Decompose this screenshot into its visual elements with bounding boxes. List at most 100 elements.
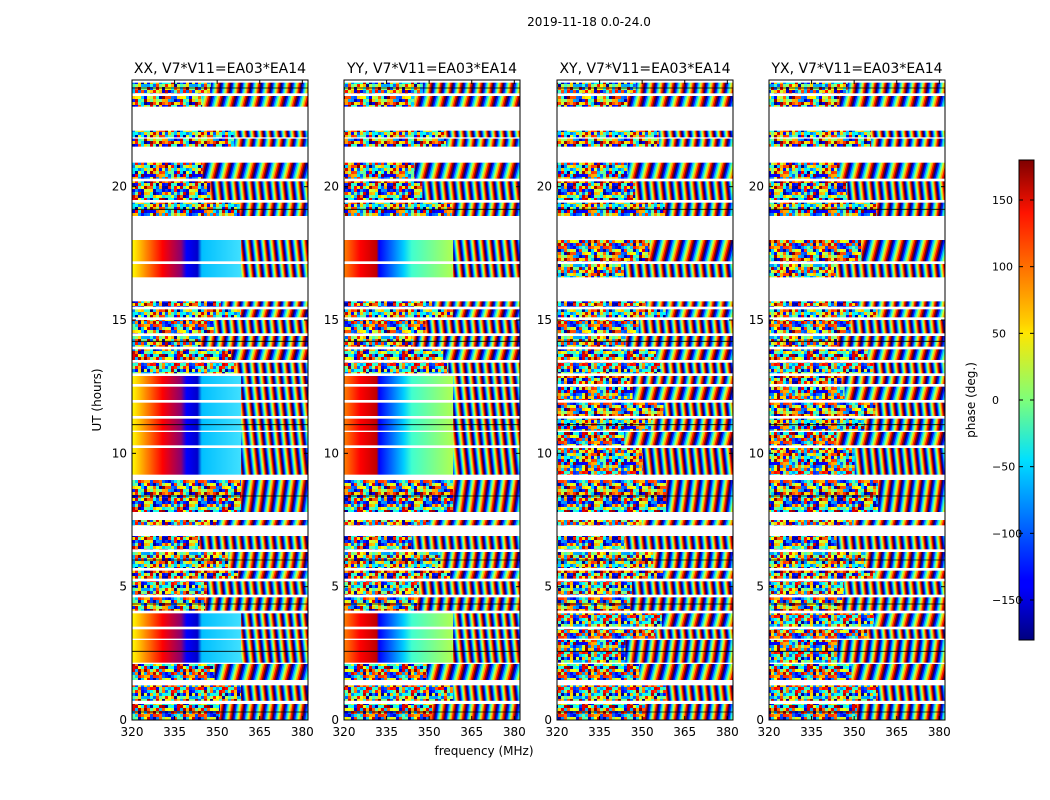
data-row	[132, 685, 308, 701]
data-row	[769, 362, 945, 374]
data-row	[132, 418, 308, 431]
y-tick-label: 15	[537, 313, 552, 327]
data-row	[132, 309, 308, 318]
data-row	[344, 349, 520, 360]
data-row	[132, 130, 308, 138]
data-row	[557, 613, 733, 627]
data-row	[344, 162, 520, 179]
x-tick-label: 320	[333, 725, 356, 739]
x-tick-label: 380	[716, 725, 739, 739]
data-row	[557, 301, 733, 307]
y-tick-label: 20	[537, 180, 552, 194]
data-row	[769, 320, 945, 334]
data-row	[344, 202, 520, 216]
data-row	[557, 336, 733, 347]
data-row	[344, 480, 520, 512]
data-row	[557, 264, 733, 278]
data-row	[557, 138, 733, 147]
y-tick-label: 20	[749, 180, 764, 194]
panel-title: YX, V7*V11=EA03*EA14	[770, 61, 942, 77]
x-tick-label: 320	[758, 725, 781, 739]
data-row	[557, 96, 733, 107]
data-row	[769, 162, 945, 179]
data-row	[557, 402, 733, 416]
x-axis-label: frequency (MHz)	[434, 744, 533, 758]
y-tick-label: 0	[119, 713, 127, 727]
figure-title: 2019-11-18 0.0-24.0	[527, 15, 651, 29]
data-row	[769, 581, 945, 595]
data-row	[132, 704, 308, 720]
data-row	[344, 432, 520, 446]
data-row	[557, 448, 733, 475]
data-row	[344, 597, 520, 611]
data-row	[557, 480, 733, 512]
data-row	[557, 685, 733, 701]
data-row	[557, 704, 733, 720]
data-row	[132, 82, 308, 94]
data-row	[557, 349, 733, 360]
data-row	[769, 704, 945, 720]
colorbar-tick-label: −150	[992, 594, 1022, 607]
x-tick-label: 320	[546, 725, 569, 739]
data-row	[344, 552, 520, 568]
x-tick-label: 380	[291, 725, 314, 739]
data-row	[132, 386, 308, 400]
axes-frame	[343, 79, 521, 721]
data-row	[132, 96, 308, 107]
data-row	[344, 570, 520, 579]
x-tick-label: 380	[928, 725, 951, 739]
x-tick-label: 335	[375, 725, 398, 739]
data-row	[557, 181, 733, 200]
data-row	[132, 402, 308, 416]
data-row	[769, 418, 945, 431]
panel-title: XY, V7*V11=EA03*EA14	[559, 61, 730, 77]
data-row	[557, 570, 733, 579]
y-tick-label: 15	[749, 313, 764, 327]
data-row	[557, 202, 733, 216]
colorbar-tick-label: 50	[992, 327, 1006, 340]
data-row	[769, 536, 945, 550]
data-row	[344, 320, 520, 334]
data-row	[132, 301, 308, 307]
data-row	[132, 597, 308, 611]
data-row	[344, 581, 520, 595]
colorbar-ticks: 150 100 50 0 −50 −100 −150	[992, 194, 1034, 607]
data-row	[557, 432, 733, 446]
data-row	[769, 138, 945, 147]
y-tick-label: 15	[324, 313, 339, 327]
data-row	[132, 570, 308, 579]
data-row	[769, 480, 945, 512]
data-row	[132, 536, 308, 550]
data-row	[769, 570, 945, 579]
data-row	[557, 240, 733, 262]
data-row	[769, 664, 945, 680]
data-row	[344, 418, 520, 431]
data-row	[769, 82, 945, 94]
data-row	[769, 309, 945, 318]
data-row	[132, 613, 308, 627]
x-tick-label: 365	[885, 725, 908, 739]
colorbar-tick-label: 150	[992, 194, 1013, 207]
data-row	[344, 138, 520, 147]
data-row	[344, 402, 520, 416]
data-row	[132, 138, 308, 147]
data-row	[344, 301, 520, 307]
data-row	[557, 309, 733, 318]
data-row	[557, 418, 733, 431]
x-tick-label: 350	[206, 725, 229, 739]
data-row	[132, 448, 308, 475]
data-row	[557, 536, 733, 550]
data-row	[132, 240, 308, 262]
panel-yy: YY, V7*V11=EA03*EA14 320 335 350 365 380 0 5 10 1…	[324, 61, 526, 739]
axes-frame	[131, 79, 309, 721]
data-row	[557, 640, 733, 663]
data-row	[344, 685, 520, 701]
x-tick-label: 335	[588, 725, 611, 739]
y-tick-label: 0	[544, 713, 552, 727]
data-row	[769, 376, 945, 384]
data-row	[344, 309, 520, 318]
data-row	[557, 597, 733, 611]
data-row	[769, 240, 945, 262]
data-row	[132, 181, 308, 200]
